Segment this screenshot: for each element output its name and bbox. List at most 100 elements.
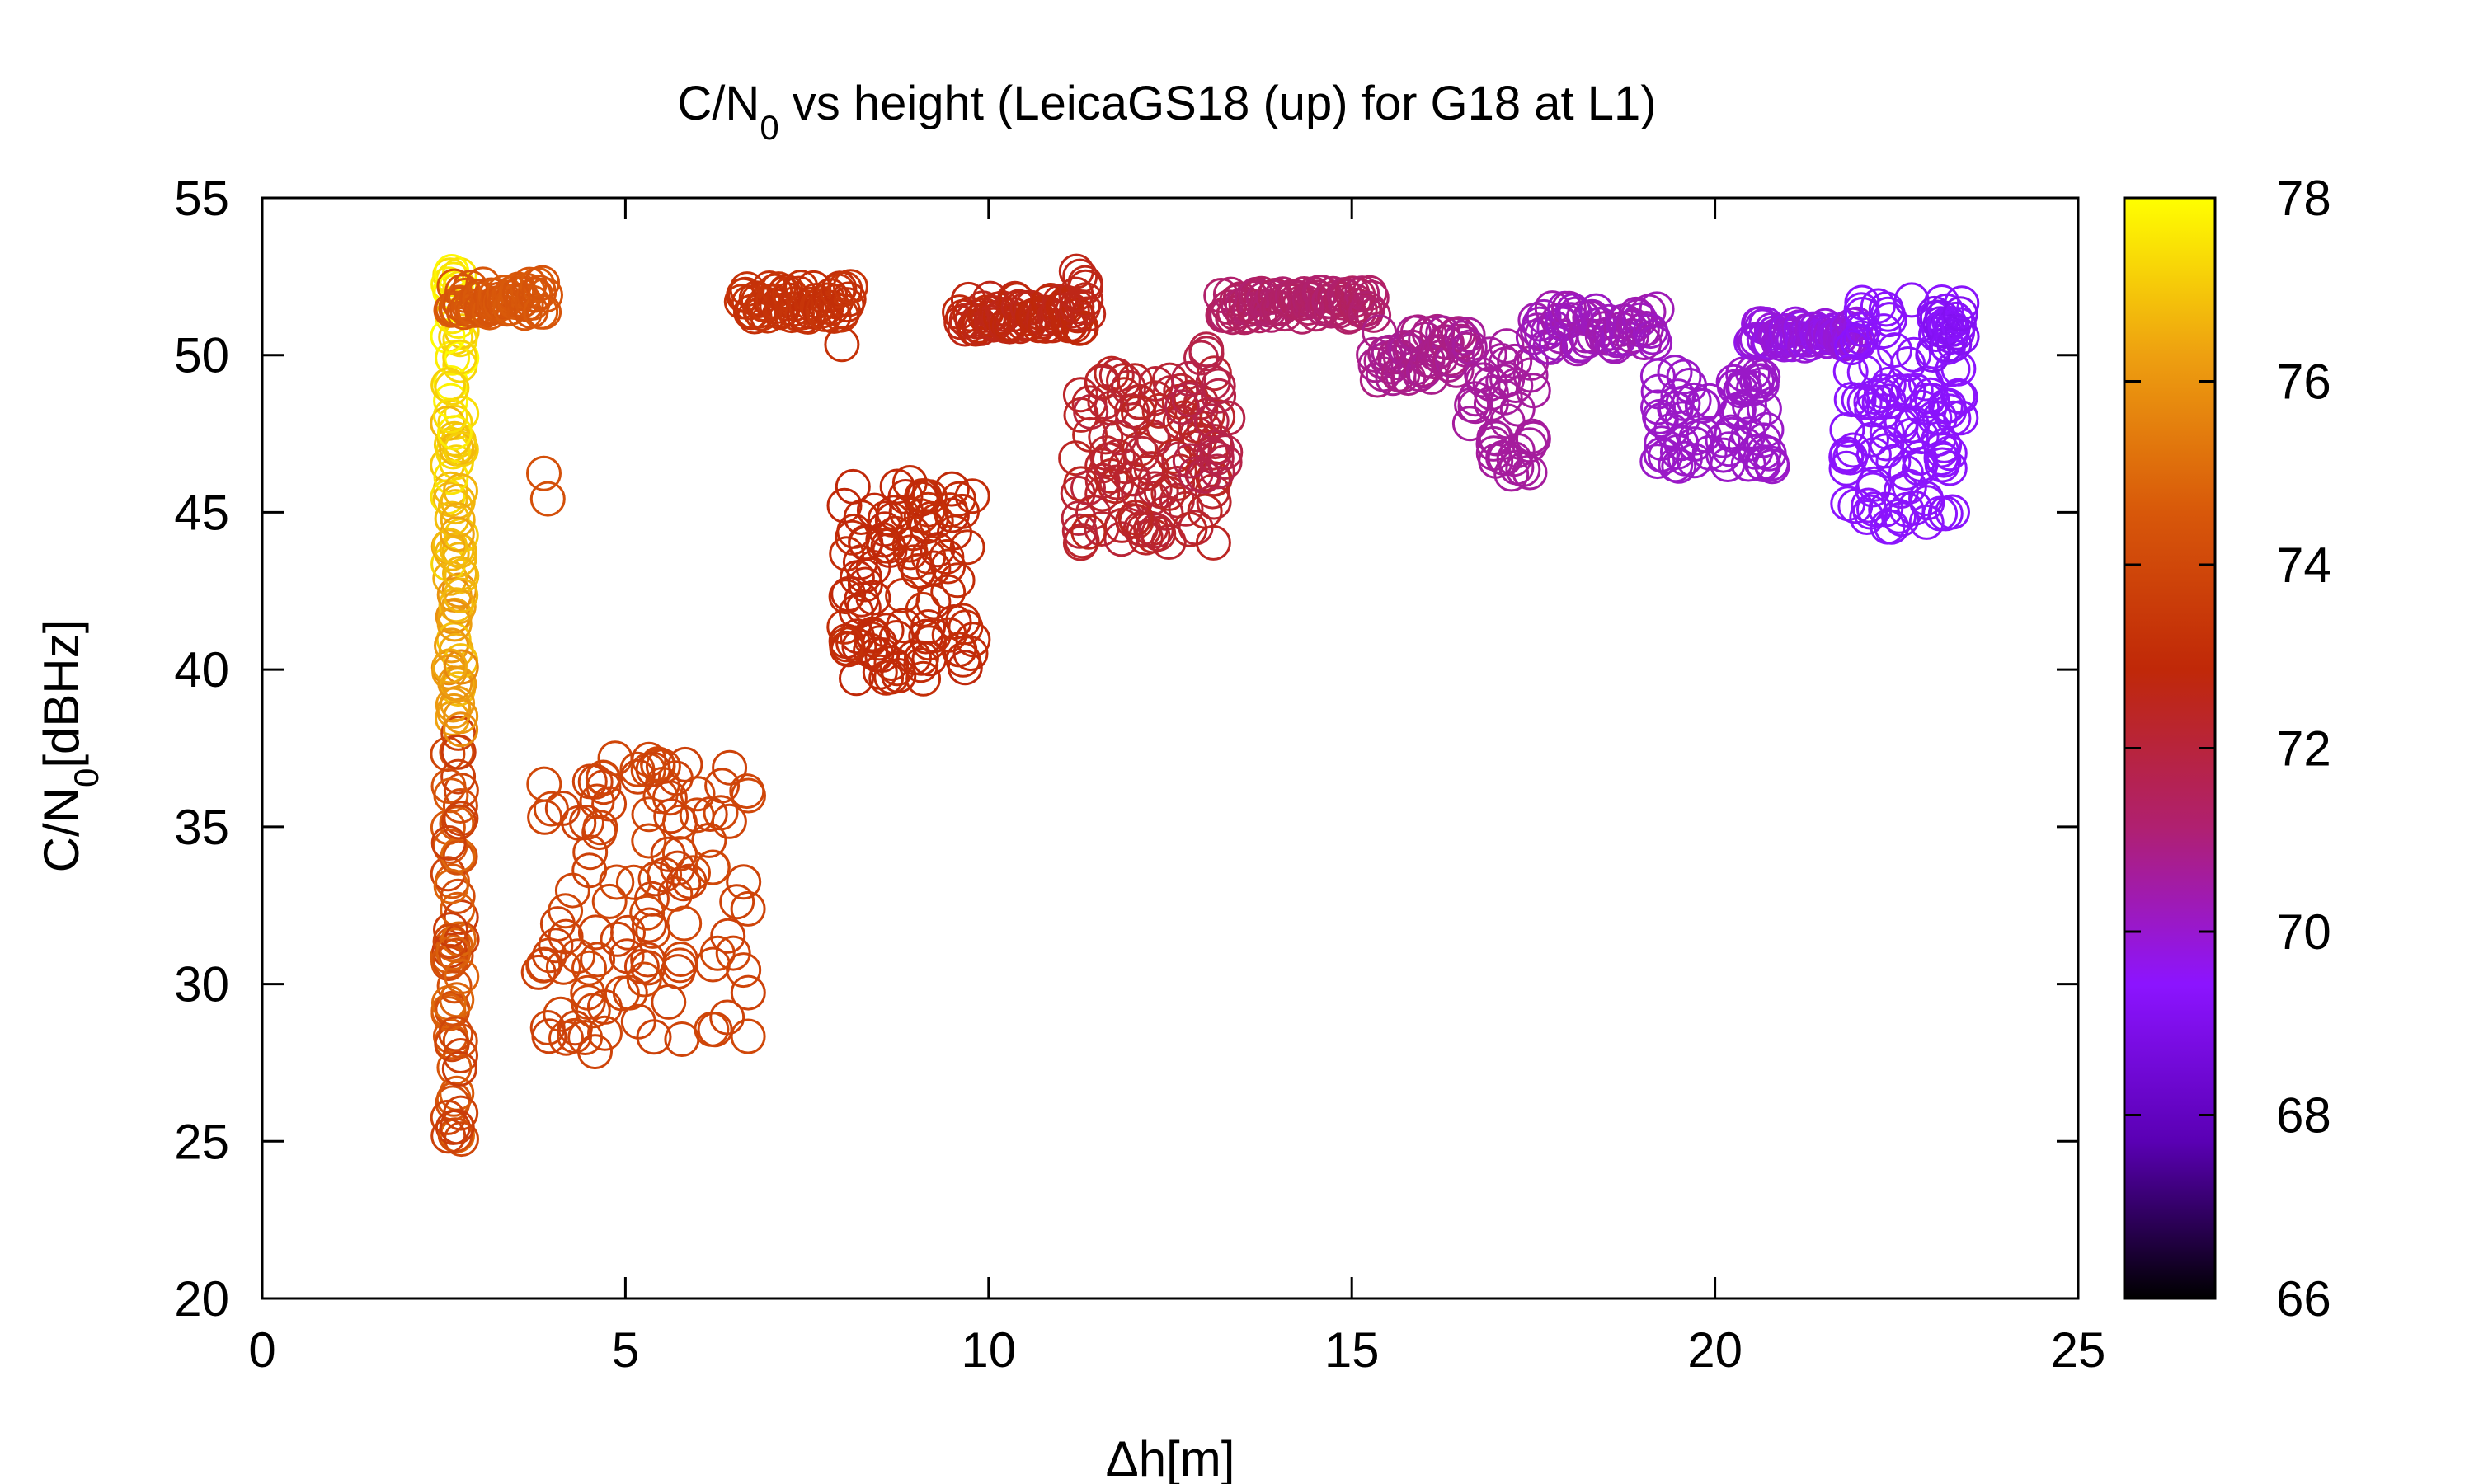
data-point <box>1888 455 1924 491</box>
data-point <box>529 481 566 517</box>
data-point <box>949 529 985 566</box>
data-point <box>726 952 762 989</box>
data-point <box>582 810 618 846</box>
data-point <box>524 265 561 301</box>
data-point <box>1150 475 1187 511</box>
data-point <box>1935 494 1970 530</box>
colorbar-tick-label: 74 <box>2276 538 2331 593</box>
data-point <box>1936 326 1973 362</box>
y-tick-label: 40 <box>174 642 229 697</box>
data-point <box>527 799 563 835</box>
data-point <box>1883 473 1919 510</box>
data-point <box>433 397 468 434</box>
data-point <box>1944 318 1980 355</box>
data-point <box>1088 419 1124 455</box>
data-point <box>435 990 471 1026</box>
data-point <box>620 1003 656 1040</box>
data-point <box>1921 400 1958 436</box>
x-tick-label: 10 <box>961 1322 1016 1378</box>
data-point <box>1070 514 1107 550</box>
data-point <box>430 825 467 861</box>
data-point <box>1829 411 1865 448</box>
data-point <box>660 850 695 886</box>
data-point <box>543 996 579 1032</box>
data-point <box>867 500 903 537</box>
data-point <box>1893 417 1929 453</box>
chart-title: C/N0 vs height (LeicaGS18 (up) for G18 a… <box>677 77 1656 147</box>
data-point <box>694 849 731 885</box>
data-point <box>699 935 736 971</box>
data-point <box>945 603 981 639</box>
data-point <box>1921 420 1957 457</box>
x-tick-label: 25 <box>2051 1322 2106 1378</box>
data-point <box>1353 279 1390 316</box>
data-point <box>631 907 667 943</box>
data-point <box>1705 422 1741 458</box>
data-point <box>1137 380 1174 416</box>
data-point <box>435 935 472 971</box>
data-point <box>1200 368 1236 404</box>
data-point <box>865 522 901 558</box>
data-point <box>1861 384 1898 420</box>
data-point <box>444 558 480 594</box>
data-point <box>430 1118 467 1154</box>
y-tick-label: 50 <box>174 328 229 383</box>
data-point <box>1199 453 1235 490</box>
data-point <box>1512 427 1548 463</box>
data-point <box>1450 317 1486 353</box>
data-point <box>1058 276 1094 312</box>
data-point <box>591 883 628 919</box>
data-point <box>662 942 698 977</box>
data-point <box>438 1016 474 1052</box>
data-point <box>1428 325 1465 361</box>
data-point <box>847 566 883 603</box>
data-point <box>1856 466 1893 502</box>
data-point <box>560 938 596 974</box>
data-point <box>1893 282 1930 318</box>
data-point <box>1186 458 1222 494</box>
data-point <box>1909 485 1945 521</box>
y-tick-label: 30 <box>174 957 229 1012</box>
data-point <box>1883 407 1919 444</box>
colorbar-tick-label: 68 <box>2276 1088 2331 1144</box>
data-point <box>1938 301 1974 337</box>
y-tick-label: 35 <box>174 800 229 855</box>
data-point <box>1875 444 1912 480</box>
data-point <box>634 881 670 917</box>
data-point <box>1877 332 1913 369</box>
data-point <box>1849 500 1885 535</box>
data-points <box>430 253 1980 1158</box>
data-point <box>631 796 667 833</box>
data-point <box>1457 381 1493 417</box>
data-point <box>567 1020 604 1055</box>
data-point <box>915 550 952 586</box>
data-point <box>1063 466 1099 502</box>
data-point <box>1062 377 1098 413</box>
data-point <box>432 528 468 564</box>
data-point <box>1853 384 1889 420</box>
data-point <box>730 890 766 927</box>
data-point <box>891 465 928 500</box>
data-point <box>580 942 616 978</box>
data-point <box>441 1051 477 1087</box>
data-point <box>528 277 563 313</box>
data-point <box>730 974 766 1011</box>
data-point <box>635 751 671 787</box>
data-point <box>438 937 474 974</box>
data-point <box>439 1109 475 1145</box>
data-point <box>1067 265 1103 301</box>
data-point <box>1352 275 1388 311</box>
data-point <box>715 935 751 971</box>
data-point <box>1106 377 1142 413</box>
y-tick-label: 20 <box>174 1271 229 1327</box>
data-point <box>440 878 476 914</box>
data-point <box>848 524 884 561</box>
data-point <box>910 491 946 528</box>
data-point <box>526 294 562 330</box>
data-point <box>531 1018 567 1054</box>
data-point <box>862 654 898 690</box>
data-point <box>1834 330 1870 366</box>
x-axis-label: Δh[m] <box>1106 1431 1235 1484</box>
data-point <box>1062 525 1098 561</box>
data-point <box>1195 364 1231 401</box>
